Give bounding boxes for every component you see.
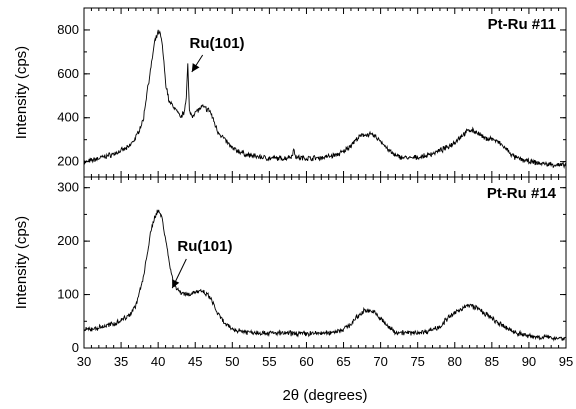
y-tick-label: 400 xyxy=(57,110,79,125)
y-axis-title: Intensity (cps) xyxy=(13,216,30,309)
series-line xyxy=(83,29,567,169)
x-tick-label: 40 xyxy=(151,354,165,369)
annotation-arrowhead xyxy=(191,63,200,72)
x-tick-label: 60 xyxy=(299,354,313,369)
annotation-label: Ru(101) xyxy=(190,35,245,52)
y-tick-label: 800 xyxy=(57,22,79,37)
x-tick-label: 50 xyxy=(225,354,239,369)
y-tick-label: 100 xyxy=(57,287,79,302)
panel-top: 200 400 600 800 Intensity (cps) Pt-Ru #11 Ru(1… xyxy=(13,7,567,178)
annotation-arrowhead xyxy=(172,279,180,289)
plot-frame xyxy=(83,7,567,178)
x-tick-label: 75 xyxy=(410,354,424,369)
y-tick-label: 600 xyxy=(57,66,79,81)
y-tick-label: 300 xyxy=(57,180,79,195)
panel-label: Pt-Ru #11 xyxy=(488,16,556,33)
x-tick-label: 70 xyxy=(373,354,387,369)
y-tick-label: 0 xyxy=(72,340,79,355)
x-tick-label: 85 xyxy=(485,354,499,369)
annotation-label: Ru(101) xyxy=(177,238,232,255)
x-tick-label: 95 xyxy=(559,354,573,369)
y-tick-label: 200 xyxy=(57,154,79,169)
x-tick-label: 35 xyxy=(114,354,128,369)
y-axis-title: Intensity (cps) xyxy=(13,46,30,139)
x-tick-label: 90 xyxy=(522,354,536,369)
plot-frame xyxy=(83,176,567,349)
series-line xyxy=(84,209,566,342)
x-tick-label: 65 xyxy=(336,354,350,369)
x-axis: 30 35 40 45 50 55 60 65 70 75 80 85 90 95 xyxy=(77,354,573,369)
panel-bottom: 0 100 200 300 Intensity (cps) Pt-Ru #14 Ru(101… xyxy=(13,176,567,355)
x-tick-label: 45 xyxy=(188,354,202,369)
panel-label: Pt-Ru #14 xyxy=(487,185,557,202)
x-tick-label: 30 xyxy=(77,354,91,369)
x-axis-title: 2θ (degrees) xyxy=(282,387,367,404)
x-tick-label: 80 xyxy=(448,354,462,369)
y-tick-label: 200 xyxy=(57,233,79,248)
x-tick-label: 55 xyxy=(262,354,276,369)
